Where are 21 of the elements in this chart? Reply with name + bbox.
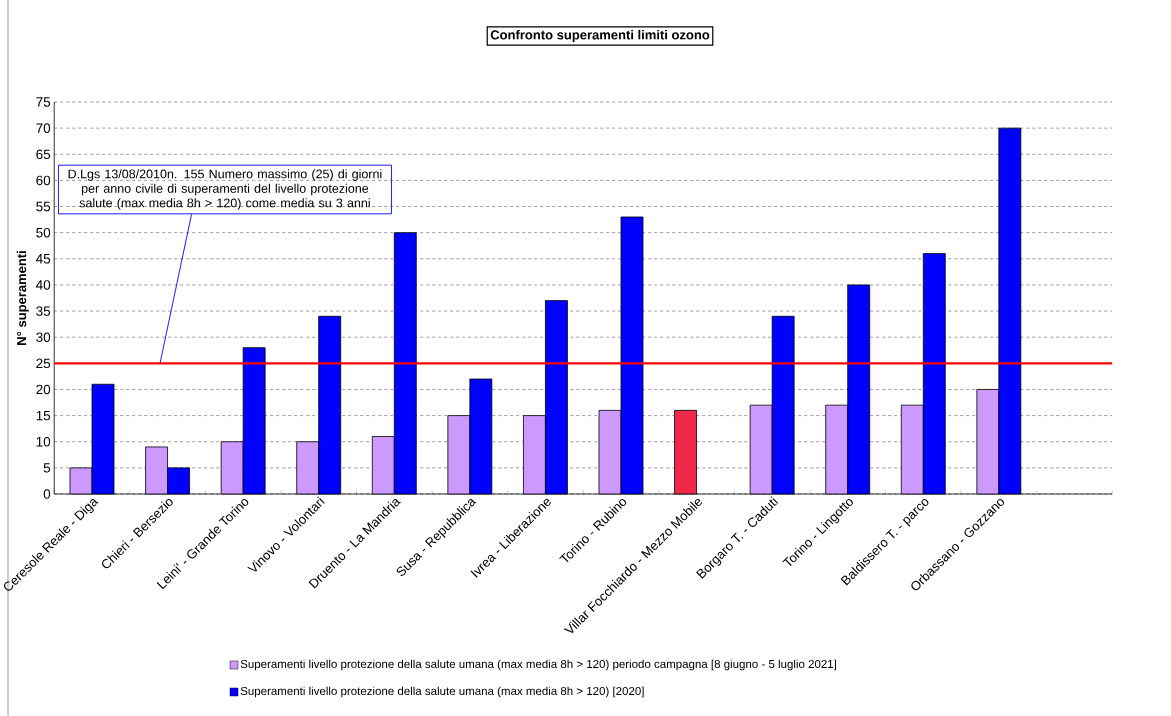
- y-tick-label: 0: [43, 489, 51, 499]
- chart-title: Confronto superamenti limiti ozono: [490, 29, 710, 43]
- y-tick-label: 75: [36, 97, 51, 107]
- y-tick-label: 50: [36, 227, 51, 238]
- y-tick-label: 20: [36, 384, 51, 395]
- y-tick-label: 15: [36, 410, 51, 421]
- y-tick-label: 45: [35, 254, 51, 264]
- legend-label: Superamenti livello protezione della salute umana (max media 8h > 120) [2020]: [240, 686, 644, 698]
- y-axis-title: N° superamenti: [16, 251, 29, 345]
- y-tick-label: 60: [36, 175, 51, 186]
- y-tick-label: 10: [36, 436, 51, 447]
- y-tick-label: 40: [35, 280, 51, 290]
- y-tick-label: 55: [36, 201, 51, 212]
- ref-line-label: D.Lgs 13/08/2010n. 155 Numero massimo (25) di giorni per anno civile di superamenti del livello protezione salute (max media 8h > 120) come media su 3 anni: [68, 169, 382, 210]
- legend-label: Superamenti livello protezione della salute umana (max media 8h > 120) periodo campagna [8 giugno - 5 luglio 2021]: [240, 659, 837, 671]
- y-tick-label: 5: [43, 463, 51, 473]
- y-tick-label: 25: [36, 358, 51, 369]
- y-tick-label: 70: [36, 123, 51, 133]
- y-tick-label: 65: [36, 149, 51, 160]
- y-tick-label: 35: [36, 306, 51, 316]
- y-tick-label: 30: [36, 332, 51, 342]
